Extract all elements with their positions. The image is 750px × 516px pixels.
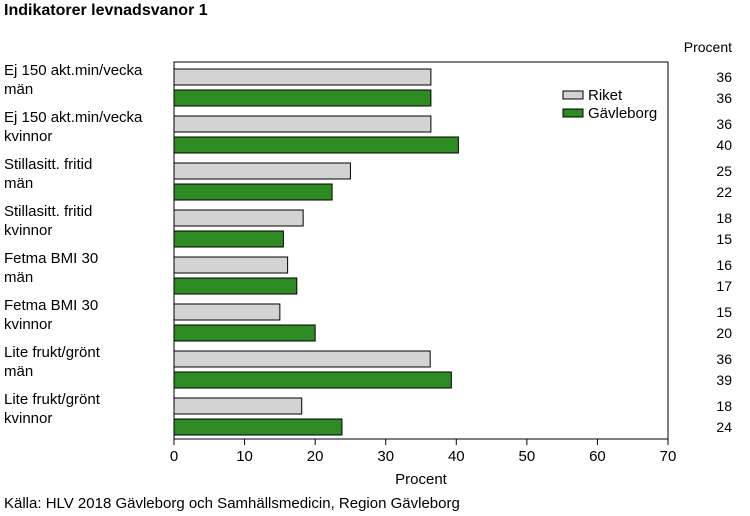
bar-riket xyxy=(173,256,289,274)
value-label: 40 xyxy=(716,137,732,153)
chart-title: Indikatorer levnadsvanor 1 xyxy=(4,2,208,19)
category-label: Stillasitt. fritid xyxy=(4,203,92,220)
bar-gavleborg xyxy=(173,371,452,389)
value-label: 17 xyxy=(716,278,732,294)
value-label: 24 xyxy=(716,419,732,435)
x-tick-label: 20 xyxy=(307,448,324,465)
category-label: män xyxy=(4,175,33,192)
bar-riket xyxy=(173,209,304,227)
value-label: 18 xyxy=(716,398,732,414)
x-tick-label: 60 xyxy=(589,448,606,465)
value-column-header: Procent xyxy=(684,39,732,55)
source-note: Källa: HLV 2018 Gävleborg och Samhällsme… xyxy=(4,495,460,512)
value-label: 22 xyxy=(716,184,732,200)
value-label: 15 xyxy=(716,304,732,320)
plot-area xyxy=(173,61,669,440)
x-tick-label: 0 xyxy=(170,448,178,465)
bar-gavleborg xyxy=(173,230,284,248)
bar-riket xyxy=(173,115,432,133)
value-label: 16 xyxy=(716,257,732,273)
value-label: 25 xyxy=(716,163,732,179)
legend-swatch xyxy=(562,90,584,100)
value-label: 15 xyxy=(716,231,732,247)
legend-swatch xyxy=(562,108,584,118)
value-label: 39 xyxy=(716,372,732,388)
value-label: 36 xyxy=(716,351,732,367)
value-label: 18 xyxy=(716,210,732,226)
bar-gavleborg xyxy=(173,89,432,107)
x-axis-label: Procent xyxy=(395,471,448,488)
category-label: Ej 150 akt.min/vecka xyxy=(4,62,143,79)
x-tick-label: 50 xyxy=(519,448,536,465)
value-label: 36 xyxy=(716,116,732,132)
category-label: Lite frukt/grönt xyxy=(4,391,101,408)
category-label: Lite frukt/grönt xyxy=(4,344,101,361)
category-label: Ej 150 akt.min/vecka xyxy=(4,109,143,126)
bar-gavleborg xyxy=(173,324,316,342)
category-label: män xyxy=(4,363,33,380)
value-label: 20 xyxy=(716,325,732,341)
bar-gavleborg xyxy=(173,183,333,201)
bar-riket xyxy=(173,350,431,368)
bar-gavleborg xyxy=(173,277,298,295)
category-label: kvinnor xyxy=(4,128,52,145)
category-label: män xyxy=(4,269,33,286)
category-label: män xyxy=(4,81,33,98)
bar-riket xyxy=(173,162,351,180)
category-label: Fetma BMI 30 xyxy=(4,250,98,267)
legend-label: Riket xyxy=(588,87,623,104)
value-label: 36 xyxy=(716,69,732,85)
bar-gavleborg xyxy=(173,418,343,436)
value-label: 36 xyxy=(716,90,732,106)
category-label: kvinnor xyxy=(4,222,52,239)
bar-gavleborg xyxy=(173,136,459,154)
bar-riket xyxy=(173,303,281,321)
x-tick-label: 10 xyxy=(236,448,253,465)
x-tick-label: 30 xyxy=(377,448,394,465)
bar-riket xyxy=(173,397,303,415)
legend-label: Gävleborg xyxy=(588,105,657,122)
category-label: Fetma BMI 30 xyxy=(4,297,98,314)
x-tick-label: 40 xyxy=(448,448,465,465)
x-tick-label: 70 xyxy=(660,448,677,465)
bar-riket xyxy=(173,68,432,86)
category-label: kvinnor xyxy=(4,410,52,427)
category-label: Stillasitt. fritid xyxy=(4,156,92,173)
category-label: kvinnor xyxy=(4,316,52,333)
